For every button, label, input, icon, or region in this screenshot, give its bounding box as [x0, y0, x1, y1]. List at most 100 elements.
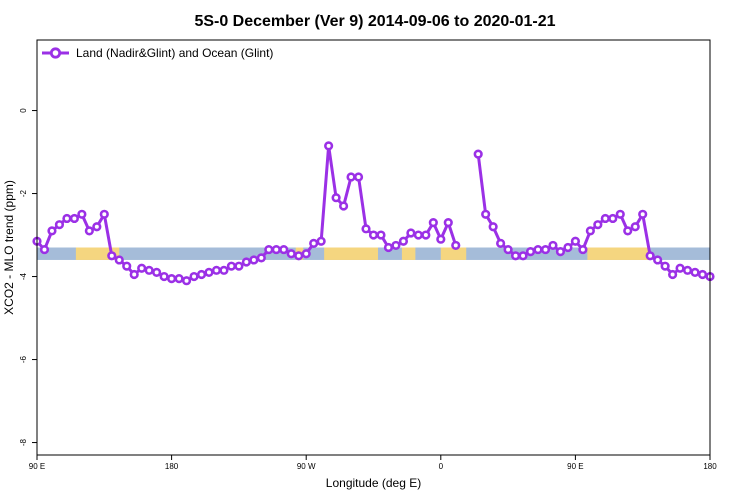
data-point [391, 240, 401, 251]
data-point [518, 251, 528, 261]
data-point [324, 141, 334, 151]
series-layer [32, 141, 715, 286]
data-point [279, 244, 289, 255]
y-axis: 0 -2 -4 -6 -8 [19, 108, 37, 446]
y-tick-label: -2 [19, 189, 28, 197]
legend: Land (Nadir&Glint) and Ocean (Glint) [42, 46, 273, 60]
data-point [99, 209, 109, 219]
data-point [473, 149, 483, 159]
data-point [383, 242, 394, 253]
data-point [249, 255, 259, 265]
data-point [181, 276, 192, 286]
data-point [129, 269, 139, 280]
data-point [645, 251, 655, 261]
data-point [241, 257, 251, 267]
data-point [271, 244, 281, 255]
data-point [623, 226, 633, 236]
y-tick-label: -6 [19, 355, 28, 363]
plot-frame [36, 39, 711, 456]
data-point [264, 244, 274, 255]
data-point [398, 236, 409, 246]
x-tick-label: 90 E [29, 462, 45, 471]
data-point [481, 209, 491, 219]
data-point [600, 213, 610, 224]
data-point [675, 263, 685, 273]
data-point [114, 255, 124, 265]
background-band [37, 247, 710, 260]
data-point [413, 230, 423, 240]
data-point [548, 240, 558, 251]
data-point [697, 269, 708, 280]
data-point [690, 267, 700, 278]
data-point [428, 218, 438, 228]
y-axis-label: XCO2 - MLO trend (ppm) [2, 180, 16, 315]
chart-title: 5S-0 December (Ver 9) 2014-09-06 to 2020… [194, 13, 555, 30]
data-point [630, 222, 640, 232]
data-point [331, 193, 341, 203]
data-point [144, 265, 154, 275]
data-point [54, 220, 65, 230]
data-point [226, 261, 237, 271]
data-point [69, 213, 79, 224]
legend-label: Land (Nadir&Glint) and Ocean (Glint) [76, 46, 273, 60]
data-point [39, 244, 50, 255]
data-point [682, 265, 693, 275]
x-axis: 90 E 180 90 W 0 90 E 180 [29, 455, 717, 471]
data-point [668, 269, 678, 280]
data-point [436, 234, 446, 244]
data-point [376, 230, 386, 240]
data-point [540, 244, 551, 255]
data-point [533, 244, 543, 255]
land-band-segment [401, 247, 416, 260]
land-band-segment [324, 247, 378, 260]
data-point [47, 226, 57, 236]
y-tick-label: -4 [19, 272, 28, 280]
data-point [503, 244, 513, 255]
data-point [152, 267, 162, 278]
data-point [353, 172, 364, 182]
data-point [563, 242, 573, 253]
data-point [174, 274, 184, 284]
data-point [593, 220, 603, 230]
legend-marker [49, 47, 62, 59]
x-axis-label: Longitude (deg E) [326, 476, 421, 490]
data-point [451, 240, 461, 251]
data-point [92, 222, 102, 232]
data-point [488, 222, 498, 232]
data-point [137, 263, 147, 273]
data-point [167, 274, 177, 284]
data-point [294, 251, 304, 261]
data-point [585, 226, 595, 236]
data-point [346, 172, 356, 182]
land-band-segment [440, 247, 467, 260]
data-point [578, 244, 588, 255]
data-point [301, 249, 311, 259]
data-point [256, 253, 266, 263]
data-point [122, 261, 132, 271]
data-point [77, 209, 87, 219]
data-point [211, 265, 222, 275]
x-tick-label: 90 W [297, 462, 316, 471]
data-point [219, 265, 229, 275]
data-point [107, 251, 117, 261]
data-point [638, 209, 648, 219]
data-point [338, 201, 349, 211]
data-point [660, 261, 670, 271]
data-point [159, 271, 169, 282]
data-point [570, 236, 581, 246]
data-point [196, 269, 207, 280]
data-point [615, 209, 625, 219]
data-point [189, 271, 199, 282]
x-tick-label: 180 [703, 462, 717, 471]
data-point [555, 247, 566, 257]
y-tick-label: 0 [19, 108, 28, 113]
data-point [525, 247, 536, 257]
data-point [84, 226, 94, 236]
data-point [286, 249, 296, 259]
data-point [234, 261, 244, 271]
data-point [653, 255, 663, 265]
data-point [443, 218, 453, 228]
data-point [496, 238, 506, 248]
data-point [204, 267, 214, 278]
